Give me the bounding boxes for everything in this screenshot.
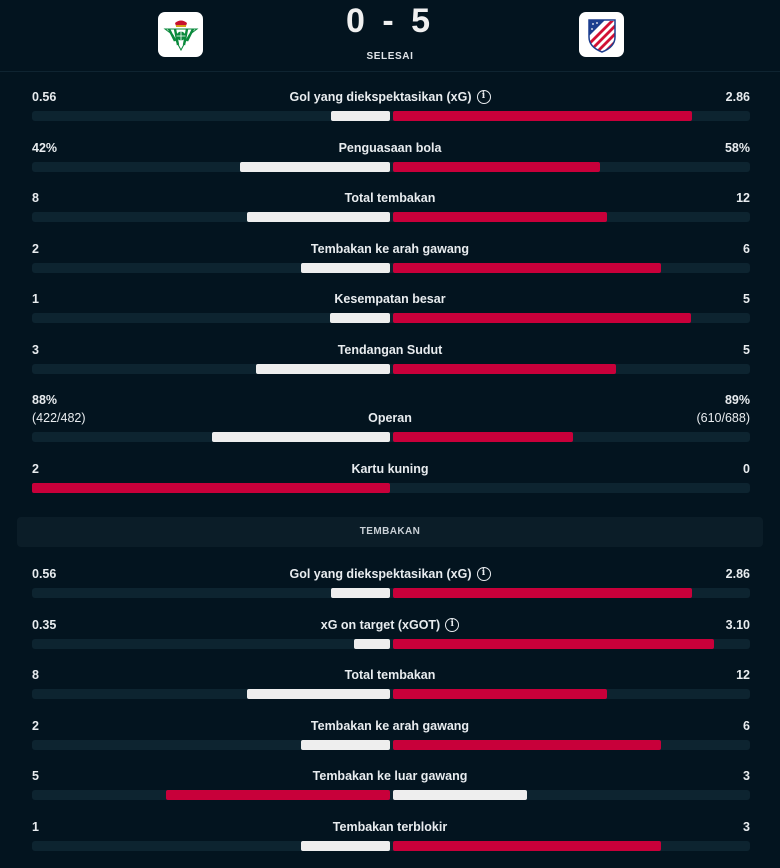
comparison-bar bbox=[32, 364, 750, 374]
away-value: 3 bbox=[743, 767, 750, 785]
away-value: 3.10 bbox=[726, 616, 750, 634]
away-bar bbox=[393, 588, 692, 598]
away-value: 58% bbox=[725, 139, 750, 157]
home-bar bbox=[166, 790, 390, 800]
away-value: 12 bbox=[736, 666, 750, 684]
home-bar bbox=[256, 364, 390, 374]
away-sub-value: (610/688) bbox=[696, 409, 750, 427]
home-bar bbox=[301, 841, 391, 851]
away-value: 2.86 bbox=[726, 88, 750, 106]
info-icon[interactable]: i bbox=[477, 567, 491, 581]
home-bar bbox=[247, 212, 390, 222]
away-value: 2.86 bbox=[726, 565, 750, 583]
away-value: 5 bbox=[743, 341, 750, 359]
away-bar bbox=[393, 841, 661, 851]
comparison-bar bbox=[32, 689, 750, 699]
stat-label: Operan bbox=[368, 409, 412, 427]
away-bar bbox=[393, 790, 527, 800]
home-bar bbox=[354, 639, 390, 649]
away-value: 3 bbox=[743, 818, 750, 836]
away-bar bbox=[393, 740, 661, 750]
stat-label: Gol yang diekspektasikan (xG) bbox=[289, 565, 471, 583]
comparison-bar bbox=[32, 790, 750, 800]
comparison-bar bbox=[32, 588, 750, 598]
home-bar bbox=[331, 588, 390, 598]
stat-label: Tembakan ke arah gawang bbox=[311, 240, 469, 258]
comparison-bar bbox=[32, 841, 750, 851]
home-bar bbox=[330, 313, 390, 323]
comparison-bar bbox=[32, 162, 750, 172]
info-icon[interactable]: i bbox=[445, 618, 459, 632]
away-value: 89% bbox=[725, 391, 750, 409]
away-bar bbox=[393, 212, 607, 222]
stat-label: Penguasaan bola bbox=[339, 139, 442, 157]
stat-label: Kartu kuning bbox=[351, 460, 428, 478]
stat-label: Total tembakan bbox=[345, 666, 436, 684]
away-bar bbox=[393, 313, 691, 323]
section-header-tembakan: TEMBAKAN bbox=[17, 517, 763, 547]
stat-row-operan: 88%89%(422/482)Operan(610/688) bbox=[0, 391, 780, 460]
home-bar bbox=[301, 740, 391, 750]
away-bar bbox=[393, 111, 692, 121]
stat-label: Tembakan ke luar gawang bbox=[313, 767, 468, 785]
home-bar bbox=[240, 162, 390, 172]
away-bar bbox=[393, 432, 573, 442]
away-bar bbox=[393, 689, 607, 699]
info-icon[interactable]: i bbox=[477, 90, 491, 104]
comparison-bar bbox=[32, 432, 750, 442]
comparison-bar bbox=[32, 263, 750, 273]
away-value: 12 bbox=[736, 189, 750, 207]
home-bar bbox=[301, 263, 391, 273]
comparison-bar bbox=[32, 740, 750, 750]
away-value: 6 bbox=[743, 240, 750, 258]
home-bar bbox=[212, 432, 390, 442]
home-bar bbox=[32, 483, 390, 493]
away-value: 0 bbox=[743, 460, 750, 478]
away-bar bbox=[393, 639, 714, 649]
stat-label: Kesempatan besar bbox=[334, 290, 445, 308]
stat-label: Tembakan ke arah gawang bbox=[311, 717, 469, 735]
comparison-bar bbox=[32, 639, 750, 649]
away-value: 5 bbox=[743, 290, 750, 308]
stat-label: Tembakan terblokir bbox=[333, 818, 447, 836]
stat-label: Gol yang diekspektasikan (xG) bbox=[289, 88, 471, 106]
match-header: 0 - 5 SELESAI bbox=[0, 0, 780, 72]
comparison-bar bbox=[32, 212, 750, 222]
comparison-bar bbox=[32, 313, 750, 323]
away-bar bbox=[393, 364, 616, 374]
comparison-bar bbox=[32, 111, 750, 121]
stat-label: Tendangan Sudut bbox=[338, 341, 443, 359]
match-status: SELESAI bbox=[0, 51, 780, 62]
stat-label: Total tembakan bbox=[345, 189, 436, 207]
stat-label: xG on target (xGOT) bbox=[321, 616, 440, 634]
away-bar bbox=[393, 263, 661, 273]
home-bar bbox=[247, 689, 390, 699]
home-value: 88% bbox=[32, 391, 57, 409]
away-bar bbox=[393, 162, 600, 172]
away-value: 6 bbox=[743, 717, 750, 735]
comparison-bar bbox=[32, 483, 750, 493]
home-bar bbox=[331, 111, 390, 121]
away-team-logo[interactable] bbox=[579, 12, 624, 57]
match-score: 0 - 5 bbox=[0, 2, 780, 41]
